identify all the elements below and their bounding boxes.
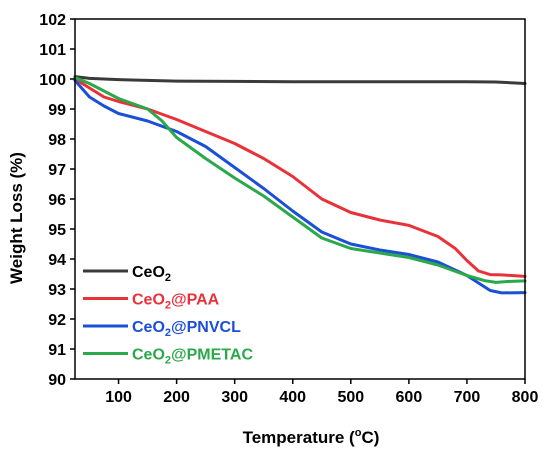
x-tick-label: 600 — [396, 389, 423, 406]
y-tick-label: 102 — [39, 12, 66, 29]
x-tick-label: 400 — [279, 389, 306, 406]
legend-label-2: CeO2@PAA — [132, 292, 220, 312]
legend-label-1: CeO2 — [132, 264, 171, 284]
legend-label-4: CeO2@PMETAC — [132, 347, 253, 367]
series-line-1 — [73, 75, 527, 85]
x-axis-title-superscript: o — [355, 427, 362, 439]
y-tick-label: 99 — [48, 102, 66, 119]
y-tick-label: 101 — [39, 42, 66, 59]
y-tick-label: 90 — [48, 372, 66, 389]
y-tick-label: 97 — [48, 162, 66, 179]
legend-label-3: CeO2@PNVCL — [132, 319, 241, 339]
x-tick-label: 200 — [163, 389, 190, 406]
y-tick-label: 100 — [39, 72, 66, 89]
x-tick-label: 300 — [221, 389, 248, 406]
series-line-4 — [73, 76, 527, 284]
y-tick-label: 96 — [48, 192, 66, 209]
x-axis-title: Temperature (oC) — [243, 427, 380, 447]
x-axis-title-tail: C) — [361, 428, 379, 447]
y-tick-label: 98 — [48, 132, 66, 149]
y-tick-label: 91 — [48, 342, 66, 359]
x-tick-label: 800 — [512, 389, 539, 406]
x-tick-label: 100 — [105, 389, 132, 406]
series-line-3 — [73, 79, 527, 295]
y-axis-title: Weight Loss (%) — [7, 152, 26, 284]
x-axis-title-main: Temperature ( — [243, 428, 355, 447]
x-tick-label: 500 — [337, 389, 364, 406]
y-tick-label: 94 — [48, 252, 66, 269]
x-tick-label: 700 — [454, 389, 481, 406]
y-tick-label: 93 — [48, 282, 66, 299]
y-tick-label: 95 — [48, 222, 66, 239]
series-layer — [73, 75, 527, 295]
y-tick-label: 92 — [48, 312, 66, 329]
legend: CeO2 CeO2@PAA CeO2@PNVCL CeO2@PMETAC — [83, 264, 253, 367]
ticks-layer: 100 200 300 400 500 600 700 800 90 91 92 93 94 95 96 97… — [39, 12, 538, 406]
series-line-2 — [73, 77, 527, 278]
